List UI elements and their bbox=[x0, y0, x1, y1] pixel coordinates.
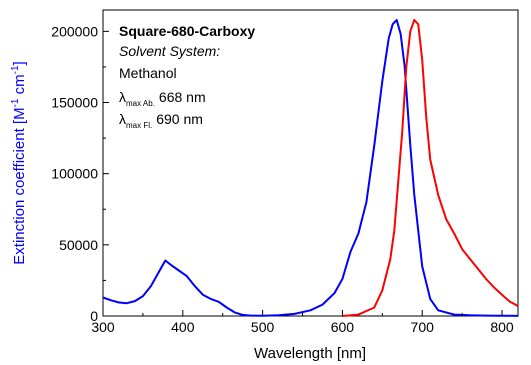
x-tick-label: 300 bbox=[91, 319, 115, 335]
y-tick-label: 100000 bbox=[51, 166, 98, 182]
solvent-system-label: Solvent System: bbox=[119, 43, 220, 59]
y-axis-ticks: 0 50000 100000 150000 200000 bbox=[51, 23, 109, 324]
y-axis-label-sup1: -1 bbox=[10, 98, 21, 107]
plot-frame bbox=[102, 9, 519, 317]
series-line-fluorescence bbox=[342, 19, 519, 317]
compound-name: Square-680-Carboxy bbox=[119, 23, 255, 39]
solvent-name: Methanol bbox=[119, 65, 177, 81]
x-tick-label: 600 bbox=[331, 319, 355, 335]
lambda-fl-subscript: max Fl. bbox=[126, 121, 152, 130]
y-tick-label: 200000 bbox=[51, 23, 98, 39]
lambda-fl-line: λmax Fl. 690 nm bbox=[119, 111, 203, 130]
y-tick-label: 0 bbox=[90, 308, 98, 324]
x-axis-ticks: 300 400 500 600 700 800 bbox=[91, 310, 514, 335]
y-tick-label: 150000 bbox=[51, 95, 98, 111]
annotation-block: Square-680-Carboxy Solvent System: Metha… bbox=[119, 23, 255, 130]
y-axis-label: Extinction coefficient [M-1 cm-1] bbox=[10, 61, 28, 264]
lambda-fl-symbol: λ bbox=[119, 111, 126, 127]
y-axis-label-sup2: -1 bbox=[10, 65, 21, 74]
x-tick-label: 400 bbox=[171, 319, 195, 335]
series-line-absorption bbox=[102, 19, 519, 317]
series-layer bbox=[102, 19, 519, 317]
x-tick-label: 700 bbox=[411, 319, 435, 335]
lambda-abs-subscript: max Ab. bbox=[126, 99, 155, 108]
lambda-fl-value: 690 nm bbox=[156, 111, 203, 127]
y-tick-label: 50000 bbox=[59, 237, 98, 253]
y-axis-label-main: Extinction coefficient [M bbox=[11, 107, 28, 264]
y-axis-label-end: ] bbox=[11, 61, 28, 65]
x-axis-label: Wavelength [nm] bbox=[254, 345, 366, 362]
lambda-abs-symbol: λ bbox=[119, 89, 126, 105]
lambda-abs-value: 668 nm bbox=[159, 89, 206, 105]
y-axis-label-mid: cm bbox=[11, 74, 28, 98]
x-tick-label: 800 bbox=[490, 319, 514, 335]
x-tick-label: 500 bbox=[251, 319, 275, 335]
lambda-abs-line: λmax Ab. 668 nm bbox=[119, 89, 206, 108]
